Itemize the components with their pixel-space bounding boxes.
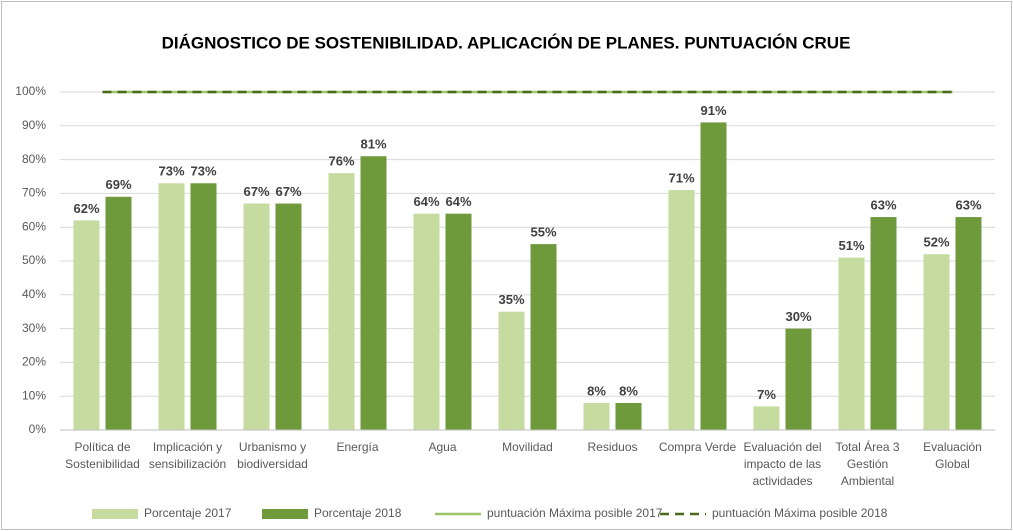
y-tick-label: 70% [22,186,46,200]
y-tick-label: 30% [22,321,46,335]
chart-title: DIÁGNOSTICO DE SOSTENIBILIDAD. APLICACIÓ… [162,33,851,52]
bar [583,402,610,430]
data-label: 63% [955,197,981,212]
data-label: 55% [530,225,556,240]
y-tick-label: 50% [22,253,46,267]
y-tick-label: 60% [22,219,46,233]
legend-swatch [92,509,138,519]
x-tick-label: Compra Verde [658,440,737,454]
data-label: 91% [700,103,726,118]
bar [328,173,355,430]
x-tick-label: Evaluación Global [923,440,982,471]
y-tick-label: 0% [29,422,47,436]
bar [190,183,217,430]
bar [530,244,557,430]
data-label: 67% [275,184,301,199]
legend-label: puntuación Máxima posible 2017 [487,506,663,520]
data-label: 71% [668,170,694,185]
data-label: 73% [158,164,184,179]
x-tick-label: Energía [336,440,379,454]
data-label: 64% [413,194,439,209]
y-tick-label: 10% [22,388,46,402]
x-tick-label: Política de Sostenibilidad [65,440,140,471]
y-tick-label: 40% [22,287,46,301]
x-tick-label: Residuos [587,440,638,454]
x-tick-label: Urbanismo y biodiversidad [237,440,308,471]
bar [955,217,982,430]
x-tick-label: Evaluación del impacto de las actividade… [743,440,822,488]
bar [838,257,865,430]
data-label: 8% [587,383,606,398]
bar [700,122,727,431]
bar [615,402,642,430]
legend-label: puntuación Máxima posible 2018 [712,506,888,520]
bar [753,406,780,430]
bar [105,196,132,430]
data-label: 30% [785,309,811,324]
x-tick-label: Movilidad [502,440,553,454]
y-tick-label: 80% [22,152,46,166]
bar [158,183,185,430]
data-label: 69% [105,177,131,192]
data-label: 67% [243,184,269,199]
data-label: 51% [838,238,864,253]
legend-label: Porcentaje 2018 [314,506,402,520]
data-label: 52% [923,235,949,250]
legend-label: Porcentaje 2017 [144,506,232,520]
data-label: 63% [870,197,896,212]
data-label: 7% [757,387,776,402]
x-tick-label: Total Área 3 Gestión Ambiental [835,440,900,488]
data-label: 73% [190,164,216,179]
x-tick-label: Implicación y sensibilización [148,440,227,471]
data-label: 35% [498,292,524,307]
bar [785,328,812,430]
data-label: 76% [328,154,354,169]
bar [413,213,440,430]
bar [445,213,472,430]
y-tick-label: 100% [15,84,46,98]
bar [870,217,897,430]
data-label: 64% [445,194,471,209]
bar [360,156,387,430]
legend-swatch [262,509,308,519]
data-label: 81% [360,137,386,152]
data-label: 62% [73,201,99,216]
bar [73,220,100,430]
y-tick-label: 20% [22,355,46,369]
y-tick-label: 90% [22,118,46,132]
bar [668,190,695,430]
data-label: 8% [619,383,638,398]
x-tick-label: Agua [428,440,457,454]
bar [498,311,525,430]
bar [275,203,302,430]
bar [923,254,950,430]
bar [243,203,270,430]
